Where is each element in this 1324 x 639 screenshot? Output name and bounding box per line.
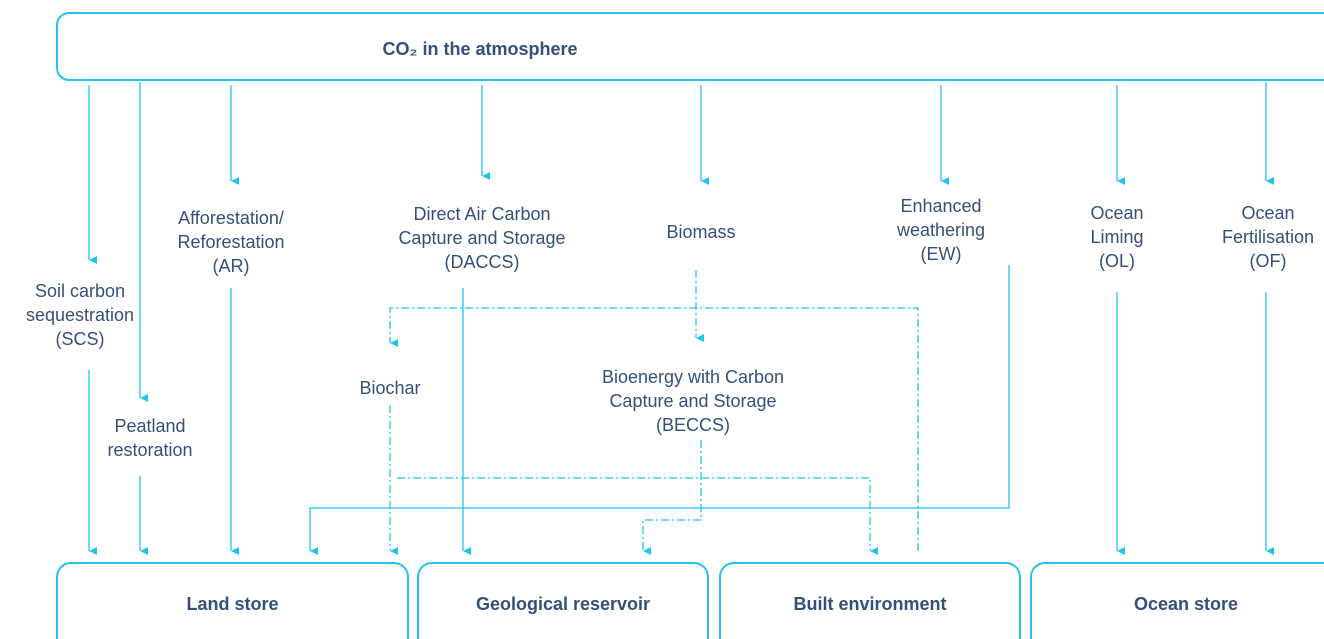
label-line: Direct Air Carbon bbox=[413, 204, 550, 224]
method-label: Bioenergy with Carbon Capture and Storage… bbox=[602, 367, 784, 435]
method-label: Afforestation/Reforestation (AR) bbox=[177, 208, 284, 276]
label-line: Fertilisation bbox=[1222, 227, 1314, 247]
store-label: Built environment bbox=[793, 594, 946, 614]
label-line: (DACCS) bbox=[445, 252, 520, 272]
arrow bbox=[642, 440, 702, 555]
arrow bbox=[397, 477, 878, 555]
method-label: Peatland restoration bbox=[107, 416, 192, 460]
label-line: (BECCS) bbox=[656, 415, 730, 435]
store-label: Geological reservoir bbox=[476, 594, 650, 614]
label-line: Soil carbon bbox=[35, 281, 125, 301]
store-box bbox=[56, 562, 409, 639]
method-label: Biomass bbox=[666, 222, 735, 242]
store-label: Ocean store bbox=[1134, 594, 1238, 614]
label-line: restoration bbox=[107, 440, 192, 460]
label-line: sequestration bbox=[26, 305, 134, 325]
method-label: Soil carbon sequestration (SCS) bbox=[26, 281, 134, 349]
label-line: (OF) bbox=[1250, 251, 1287, 271]
label-line: (AR) bbox=[213, 256, 250, 276]
label-line: (OL) bbox=[1099, 251, 1135, 271]
arrow bbox=[389, 307, 919, 551]
store-label: Land store bbox=[186, 594, 278, 614]
label-line: Biochar bbox=[359, 378, 420, 398]
label-line: Afforestation/ bbox=[178, 208, 284, 228]
label-line: Liming bbox=[1090, 227, 1143, 247]
connectors bbox=[88, 82, 1274, 555]
label-line: Enhanced bbox=[900, 196, 981, 216]
store-box bbox=[1030, 562, 1324, 639]
label-line: Ocean bbox=[1241, 203, 1294, 223]
method-label: Enhanced weathering (EW) bbox=[896, 196, 985, 264]
label-line: Biomass bbox=[666, 222, 735, 242]
arrow bbox=[309, 265, 1010, 555]
label-line: (SCS) bbox=[56, 329, 105, 349]
label-line: Reforestation bbox=[177, 232, 284, 252]
method-label: Ocean Fertilisation (OF) bbox=[1222, 203, 1314, 271]
label-line: Capture and Storage bbox=[609, 391, 776, 411]
label-line: Bioenergy with Carbon bbox=[602, 367, 784, 387]
method-label: Direct Air Carbon Capture and Storage (DAC… bbox=[398, 204, 565, 272]
label-line: Ocean bbox=[1090, 203, 1143, 223]
source-label: CO₂ in the atmosphere bbox=[382, 39, 577, 59]
method-label: Biochar bbox=[359, 378, 420, 398]
label-line: weathering bbox=[896, 220, 985, 240]
source-box bbox=[56, 12, 1324, 81]
label-line: Capture and Storage bbox=[398, 228, 565, 248]
store-box bbox=[719, 562, 1021, 639]
label-line: (EW) bbox=[921, 244, 962, 264]
store-box bbox=[417, 562, 709, 639]
method-label: Ocean Liming (OL) bbox=[1090, 203, 1143, 271]
label-line: Peatland bbox=[114, 416, 185, 436]
